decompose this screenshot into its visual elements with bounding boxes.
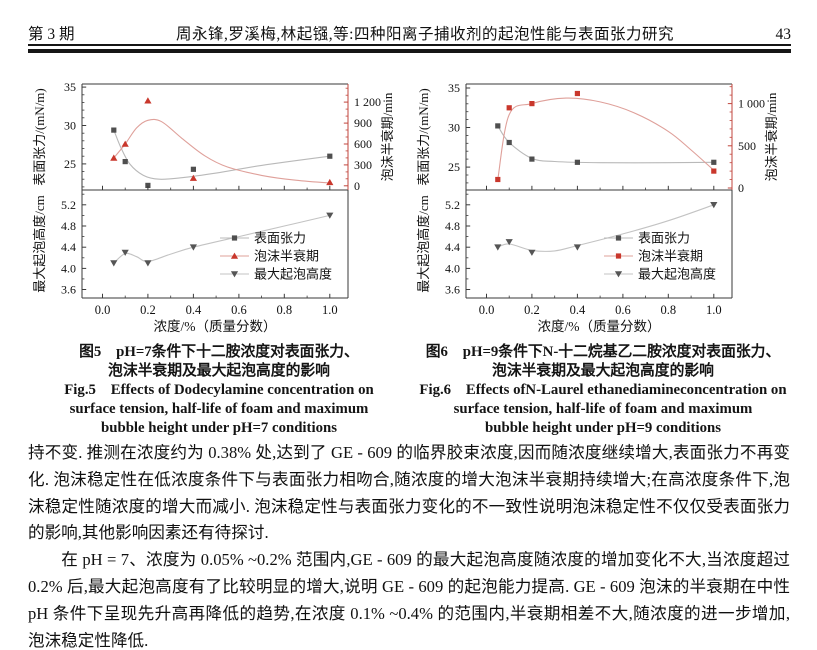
body-text: 持不变. 推测在浓度约为 0.38% 处,达到了 GE - 609 的临界胶束浓… [28, 440, 790, 650]
header-rule-thin [28, 44, 791, 46]
svg-text:泡沫半衰期: 泡沫半衰期 [638, 249, 703, 264]
page-number: 43 [775, 26, 792, 43]
body-paragraph-1: 持不变. 推测在浓度约为 0.38% 处,达到了 GE - 609 的临界胶束浓… [28, 443, 790, 543]
figure6-caption: 图6 pH=9条件下N-十二烷基乙二胺浓度对表面张力、 泡沫半衰期及最大起泡高度… [414, 343, 792, 438]
svg-text:3.6: 3.6 [445, 283, 460, 297]
svg-text:0: 0 [738, 181, 744, 195]
svg-text:0.4: 0.4 [570, 303, 586, 317]
figure6-caption-en-line1: Fig.6 Effects ofN-Laurel ethanediamineco… [419, 382, 787, 398]
svg-text:1.0: 1.0 [322, 303, 338, 317]
svg-text:最大起泡高度/cm: 最大起泡高度/cm [416, 195, 431, 293]
svg-text:5.2: 5.2 [445, 198, 460, 212]
svg-text:0.8: 0.8 [660, 303, 676, 317]
chart-series [494, 90, 718, 256]
svg-text:4.4: 4.4 [445, 240, 460, 254]
figure5-chart: 25 30 35 0 300 600 900 1 200 3.6 4.0 4.4 4.8 5.2 0.0 0… [32, 80, 395, 334]
svg-text:4.8: 4.8 [61, 219, 76, 233]
figure6-caption-en-line3: bubble height under pH=9 conditions [485, 420, 721, 436]
figures-row: 25 30 35 0 300 600 900 1 200 3.6 4.0 4.4 4.8 5.2 0.0 0… [30, 72, 792, 438]
figure-5: 25 30 35 0 300 600 900 1 200 3.6 4.0 4.4 4.8 5.2 0.0 0… [30, 72, 408, 438]
figure5-caption-en-line2: surface tension, half-life of foam and m… [69, 401, 369, 417]
svg-text:0.8: 0.8 [276, 303, 292, 317]
svg-text:0: 0 [354, 179, 360, 193]
figure6-caption-en-line2: surface tension, half-life of foam and m… [453, 401, 753, 417]
svg-text:0.2: 0.2 [524, 303, 540, 317]
svg-text:35: 35 [448, 81, 460, 95]
svg-text:4.0: 4.0 [445, 261, 460, 275]
svg-text:35: 35 [64, 80, 76, 94]
svg-text:0.0: 0.0 [479, 303, 495, 317]
figure6-caption-cn-line1: 图6 pH=9条件下N-十二烷基乙二胺浓度对表面张力、 [425, 344, 781, 360]
svg-text:表面张力: 表面张力 [638, 231, 690, 246]
svg-text:4.4: 4.4 [61, 240, 76, 254]
svg-text:30: 30 [448, 121, 460, 135]
svg-text:最大起泡高度: 最大起泡高度 [638, 267, 716, 282]
svg-text:500: 500 [738, 139, 756, 153]
svg-text:泡沫半衰期: 泡沫半衰期 [254, 249, 319, 264]
svg-text:1 000: 1 000 [738, 97, 765, 111]
figure-6: 25 30 35 0 500 1 000 3.6 4.0 4.4 4.8 5.2 0.0 0.2 0.4 0… [414, 72, 792, 438]
svg-text:0.6: 0.6 [615, 303, 631, 317]
svg-text:600: 600 [354, 137, 372, 151]
issue-number: 第 3 期 [28, 26, 75, 43]
svg-text:1 200: 1 200 [354, 95, 381, 109]
svg-text:1.0: 1.0 [706, 303, 722, 317]
svg-text:25: 25 [448, 160, 460, 174]
svg-text:4.0: 4.0 [61, 261, 76, 275]
svg-text:0.2: 0.2 [140, 303, 156, 317]
svg-text:0.6: 0.6 [231, 303, 247, 317]
figure6-caption-cn-line2: 泡沫半衰期及最大起泡高度的影响 [492, 363, 714, 379]
svg-text:表面张力/(mN/m): 表面张力/(mN/m) [32, 88, 47, 186]
header-rule-thick [28, 49, 791, 53]
figure5-caption-cn-line2: 泡沫半衰期及最大起泡高度的影响 [108, 363, 330, 379]
figure5-caption-cn-line1: 图5 pH=7条件下十二胺浓度对表面张力、 [79, 344, 359, 360]
svg-text:0.0: 0.0 [95, 303, 111, 317]
svg-text:最大起泡高度: 最大起泡高度 [254, 267, 332, 282]
page-header: 第 3 期 周永锋,罗溪梅,林起镪,等:四种阳离子捕收剂的起泡性能与表面张力研究… [28, 22, 791, 44]
svg-text:30: 30 [64, 119, 76, 133]
svg-text:浓度/%（质量分数）: 浓度/%（质量分数） [154, 319, 277, 334]
chart-axes: 25 30 35 0 300 600 900 1 200 3.6 4.0 4.4 4.8 5.2 0.0 0… [32, 80, 395, 334]
svg-text:最大起泡高度/cm: 最大起泡高度/cm [32, 195, 47, 293]
chart-axes: 25 30 35 0 500 1 000 3.6 4.0 4.4 4.8 5.2 0.0 0.2 0.4 0… [416, 81, 779, 334]
svg-text:浓度/%（质量分数）: 浓度/%（质量分数） [538, 319, 661, 334]
figure5-caption: 图5 pH=7条件下十二胺浓度对表面张力、 泡沫半衰期及最大起泡高度的影响 Fi… [30, 343, 408, 438]
chart-series [110, 97, 334, 267]
svg-text:表面张力/(mN/m): 表面张力/(mN/m) [416, 88, 431, 186]
body-paragraph-2: 在 pH = 7、浓度为 0.05% ~0.2% 范围内,GE - 609 的最… [28, 550, 790, 650]
svg-text:泡沫半衰期/min: 泡沫半衰期/min [764, 92, 779, 181]
svg-text:900: 900 [354, 116, 372, 130]
running-title: 周永锋,罗溪梅,林起镪,等:四种阳离子捕收剂的起泡性能与表面张力研究 [176, 26, 674, 43]
svg-text:4.8: 4.8 [445, 219, 460, 233]
figure6-chart: 25 30 35 0 500 1 000 3.6 4.0 4.4 4.8 5.2 0.0 0.2 0.4 0… [416, 81, 779, 334]
svg-text:3.6: 3.6 [61, 283, 76, 297]
svg-text:0.4: 0.4 [186, 303, 202, 317]
svg-text:泡沫半衰期/min: 泡沫半衰期/min [380, 92, 395, 181]
svg-text:300: 300 [354, 158, 372, 172]
svg-text:表面张力: 表面张力 [254, 231, 306, 246]
svg-text:5.2: 5.2 [61, 198, 76, 212]
figure5-caption-en-line1: Fig.5 Effects of Dodecylamine concentrat… [64, 382, 374, 398]
svg-text:25: 25 [64, 157, 76, 171]
figure5-caption-en-line3: bubble height under pH=7 conditions [101, 420, 337, 436]
